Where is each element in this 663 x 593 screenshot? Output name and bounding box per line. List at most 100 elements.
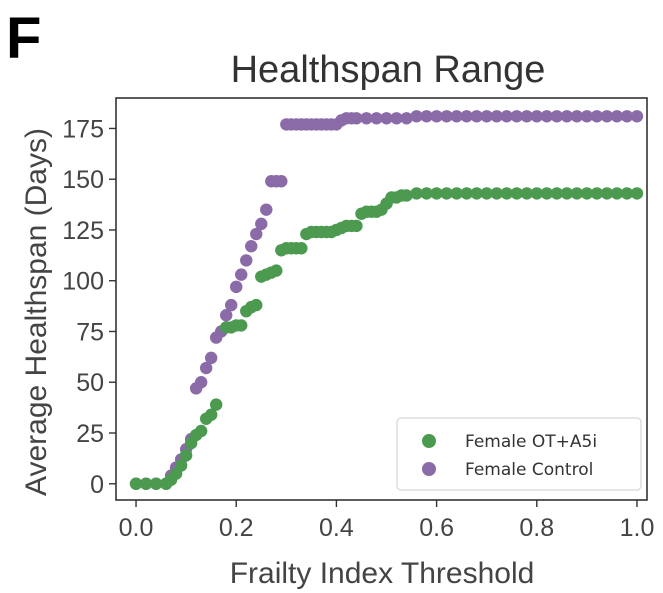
data-point — [174, 459, 188, 472]
data-point — [430, 187, 443, 200]
data-point — [194, 376, 208, 389]
data-point — [139, 477, 153, 490]
data-point — [129, 477, 143, 490]
data-point — [500, 187, 513, 200]
data-point — [235, 319, 248, 332]
data-point — [510, 110, 523, 123]
data-point — [350, 112, 363, 125]
data-point — [570, 187, 584, 200]
legend-label: Female OT+A5i — [465, 432, 597, 452]
data-point — [460, 187, 473, 200]
data-point — [590, 187, 604, 200]
data-point — [255, 217, 268, 231]
x-tick-label: 0.4 — [319, 514, 354, 542]
y-axis-ticks: 0 25 50 75 100 125 150 175 — [62, 115, 116, 499]
data-point — [500, 110, 513, 123]
x-tick-label: 0.0 — [119, 514, 154, 542]
data-point — [630, 187, 644, 200]
data-point — [580, 187, 594, 200]
data-point — [245, 240, 258, 253]
y-tick-label: 0 — [90, 471, 104, 499]
data-point — [550, 187, 564, 200]
data-point — [580, 110, 594, 123]
data-point — [440, 187, 453, 200]
data-point — [440, 110, 453, 123]
data-point — [235, 268, 248, 281]
data-point — [470, 187, 483, 200]
data-point — [370, 112, 383, 125]
series-female-ot-a5i — [129, 187, 644, 490]
x-tick-label: 0.2 — [219, 514, 254, 542]
data-point — [350, 219, 363, 233]
y-axis-label: Average Healthspan (Days) — [20, 128, 53, 496]
data-point — [620, 187, 634, 200]
data-point — [450, 187, 463, 200]
data-point — [490, 110, 503, 123]
legend-marker — [422, 462, 436, 476]
data-point — [199, 361, 213, 375]
data-point — [230, 280, 243, 294]
data-point — [460, 110, 473, 123]
data-point — [510, 187, 523, 200]
data-point — [620, 110, 634, 123]
data-point — [530, 110, 543, 123]
data-point — [550, 110, 564, 123]
legend-marker — [422, 434, 436, 448]
data-point — [204, 408, 218, 421]
data-point — [360, 112, 373, 125]
data-point — [390, 112, 403, 125]
data-point — [250, 227, 263, 241]
data-point — [400, 112, 413, 125]
plot-frame — [115, 97, 648, 501]
legend: Female OT+A5i Female Control — [396, 417, 642, 491]
data-point — [470, 110, 483, 123]
data-point — [600, 187, 614, 200]
data-point — [480, 110, 493, 123]
data-point — [420, 110, 433, 123]
data-point — [610, 110, 624, 123]
x-tick-label: 0.6 — [419, 514, 454, 542]
x-axis-label: Frailty Index Threshold — [230, 557, 535, 590]
y-tick-label: 25 — [76, 420, 104, 448]
data-point — [225, 298, 238, 312]
legend-label: Female Control — [465, 460, 593, 480]
legend-box — [396, 417, 642, 491]
x-tick-label: 1.0 — [620, 514, 655, 542]
data-point — [480, 187, 493, 200]
data-point — [149, 477, 163, 490]
data-point — [240, 254, 253, 267]
data-point — [560, 187, 574, 200]
data-point — [220, 309, 233, 322]
data-point — [420, 187, 433, 200]
y-tick-label: 75 — [76, 318, 104, 346]
data-point — [610, 187, 624, 200]
data-point — [600, 110, 614, 123]
data-point — [530, 187, 543, 200]
y-tick-label: 150 — [62, 166, 104, 194]
data-point — [194, 424, 208, 438]
y-tick-label: 175 — [62, 115, 104, 143]
scatter-points — [129, 110, 644, 490]
data-point — [204, 351, 218, 365]
panel-letter: F — [6, 6, 41, 71]
data-point — [295, 242, 308, 255]
data-point — [179, 449, 193, 462]
data-point — [410, 110, 423, 123]
y-tick-label: 100 — [62, 268, 104, 296]
data-point — [520, 187, 533, 200]
data-point — [450, 110, 463, 123]
data-point — [270, 264, 283, 277]
data-point — [630, 110, 644, 123]
data-point — [560, 110, 574, 123]
data-point — [260, 203, 273, 216]
axes-frame — [115, 97, 648, 501]
data-point — [540, 110, 554, 123]
x-axis-ticks: 0.0 0.2 0.4 0.6 0.8 1.0 — [119, 500, 655, 542]
data-point — [540, 187, 554, 200]
y-tick-label: 125 — [62, 217, 104, 245]
data-point — [209, 398, 223, 411]
x-tick-label: 0.8 — [519, 514, 554, 542]
data-point — [590, 110, 604, 123]
data-point — [570, 110, 584, 123]
